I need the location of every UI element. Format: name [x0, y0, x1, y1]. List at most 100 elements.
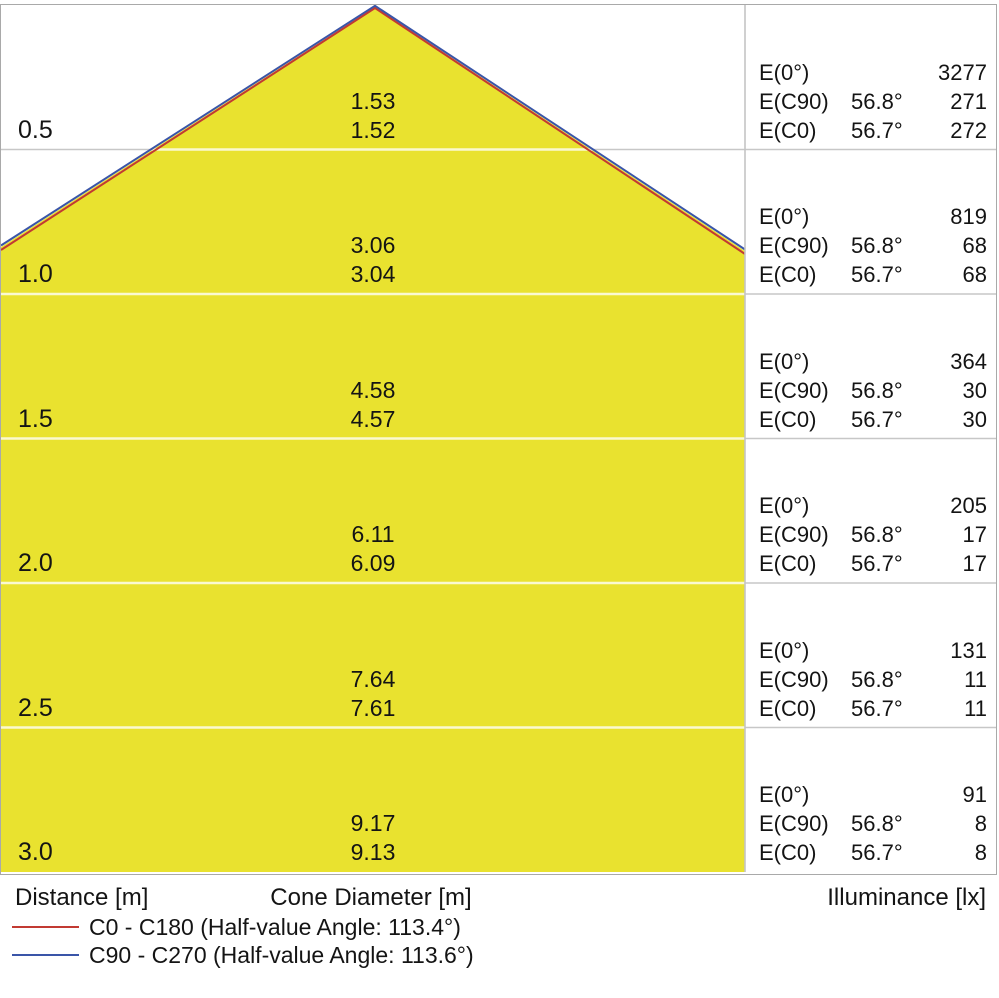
- distance-label: 2.0: [18, 549, 53, 577]
- distance-label: 2.5: [18, 693, 53, 722]
- ec90-angle: 56.8°: [851, 88, 903, 114]
- ec90-label: E(C90): [759, 88, 829, 114]
- cone-diameter-c0: 9.13: [350, 839, 396, 865]
- e0-angle: [851, 780, 921, 809]
- illuminance-line-ec90: E(C90) 56.8° 11: [759, 665, 987, 694]
- e0-value: 819: [950, 204, 987, 229]
- c0-line-swatch: [12, 926, 79, 928]
- e0-angle: [851, 491, 921, 520]
- illuminance-line-e0: E(0°) 131: [759, 636, 987, 665]
- cone-diameter-axis-label: Cone Diameter [m]: [270, 884, 472, 911]
- ec0-value: 17: [962, 551, 987, 576]
- chart-area: 0.5 1.53 1.52 E(0°) 3277 E(C90) 56.8° 27…: [0, 4, 997, 875]
- distance-label: 0.5: [18, 115, 53, 144]
- table-row: 1.5 4.58 4.57 E(0°) 364 E(C90) 56.8° 30 …: [1, 343, 996, 435]
- ec90-value: 30: [962, 377, 987, 403]
- ec0-value: 30: [962, 406, 987, 432]
- distance-label: 3.0: [18, 838, 53, 866]
- e0-angle: [851, 58, 921, 87]
- e0-value: 205: [950, 493, 987, 518]
- ec0-angle: 56.7°: [851, 840, 903, 865]
- cone-diameter-c90: 4.58: [350, 376, 396, 403]
- legend-entry-c0: C0 - C180 (Half-value Angle: 113.4°): [12, 913, 461, 941]
- illuminance-block: E(0°) 819 E(C90) 56.8° 68 E(C0) 56.7° 68: [759, 202, 987, 289]
- ec0-value: 272: [950, 117, 987, 143]
- cone-diameter-c0: 1.52: [350, 116, 396, 143]
- e0-label: E(0°): [759, 493, 810, 518]
- legend-entry-c90: C90 - C270 (Half-value Angle: 113.6°): [12, 941, 474, 969]
- ec90-value: 8: [974, 811, 987, 836]
- legend-label-c90: C90 - C270 (Half-value Angle: 113.6°): [89, 942, 474, 968]
- illuminance-line-ec0: E(C0) 56.7° 68: [759, 260, 987, 289]
- e0-value: 91: [962, 782, 987, 807]
- distance-label: 1.5: [18, 404, 53, 433]
- e0-label: E(0°): [759, 59, 810, 85]
- table-row: 2.0 6.11 6.09 E(0°) 205 E(C90) 56.8° 17 …: [1, 487, 996, 579]
- cone-diameter-c0: 4.57: [350, 405, 396, 432]
- e0-angle: [851, 347, 921, 376]
- illuminance-block: E(0°) 205 E(C90) 56.8° 17 E(C0) 56.7° 17: [759, 491, 987, 578]
- ec0-angle: 56.7°: [851, 695, 903, 721]
- cone-diameter-values: 7.64 7.61: [1, 665, 745, 723]
- table-row: 2.5 7.64 7.61 E(0°) 131 E(C90) 56.8° 11 …: [1, 632, 996, 724]
- ec90-angle: 56.8°: [851, 377, 903, 403]
- ec90-angle: 56.8°: [851, 522, 903, 547]
- ec90-label: E(C90): [759, 666, 829, 692]
- e0-angle: [851, 636, 921, 665]
- ec90-value: 17: [962, 522, 987, 547]
- legend-label-c0: C0 - C180 (Half-value Angle: 113.4°): [89, 914, 461, 940]
- cone-diameter-c0: 6.09: [350, 550, 396, 576]
- e0-value: 364: [950, 348, 987, 374]
- ec0-value: 68: [962, 262, 987, 287]
- illuminance-axis-label: Illuminance [lx]: [827, 884, 986, 911]
- cone-diameter-values: 1.53 1.52: [1, 87, 745, 145]
- distance-axis-label: Distance [m]: [15, 884, 149, 911]
- ec0-label: E(C0): [759, 406, 817, 432]
- illuminance-line-ec0: E(C0) 56.7° 11: [759, 694, 987, 723]
- cone-plot: [1, 5, 996, 872]
- illuminance-block: E(0°) 3277 E(C90) 56.8° 271 E(C0) 56.7° …: [759, 58, 987, 145]
- illuminance-line-ec90: E(C90) 56.8° 271: [759, 87, 987, 116]
- distance-label: 1.0: [18, 260, 53, 288]
- ec90-angle: 56.8°: [851, 811, 903, 836]
- illuminance-line-ec90: E(C90) 56.8° 17: [759, 520, 987, 549]
- cone-diameter-values: 6.11 6.09: [1, 520, 745, 578]
- illuminance-line-ec0: E(C0) 56.7° 30: [759, 405, 987, 434]
- cone-diameter-c0: 3.04: [350, 261, 396, 287]
- ec0-label: E(C0): [759, 117, 817, 143]
- illuminance-line-e0: E(0°) 91: [759, 780, 987, 809]
- ec90-label: E(C90): [759, 233, 829, 258]
- illuminance-line-e0: E(0°) 364: [759, 347, 987, 376]
- e0-value: 131: [950, 637, 987, 663]
- cone-diameter-values: 9.17 9.13: [1, 809, 745, 867]
- illuminance-line-ec0: E(C0) 56.7° 17: [759, 549, 987, 578]
- e0-value: 3277: [938, 59, 987, 85]
- ec0-value: 8: [974, 840, 987, 865]
- gridlines-over-cone: [1, 148, 745, 729]
- ec90-value: 271: [950, 88, 987, 114]
- ec0-angle: 56.7°: [851, 262, 903, 287]
- table-row: 1.0 3.06 3.04 E(0°) 819 E(C90) 56.8° 68 …: [1, 198, 996, 290]
- illuminance-line-ec0: E(C0) 56.7° 8: [759, 838, 987, 867]
- illuminance-block: E(0°) 131 E(C90) 56.8° 11 E(C0) 56.7° 11: [759, 636, 987, 723]
- cone-diameter-c90: 1.53: [350, 87, 396, 114]
- ec90-label: E(C90): [759, 377, 829, 403]
- cone-diameter-c90: 9.17: [350, 810, 396, 836]
- ec0-label: E(C0): [759, 551, 817, 576]
- e0-label: E(0°): [759, 204, 810, 229]
- illuminance-line-ec90: E(C90) 56.8° 8: [759, 809, 987, 838]
- c0-c180-line: [1, 6, 746, 255]
- e0-angle: [851, 202, 921, 231]
- e0-label: E(0°): [759, 782, 810, 807]
- ec90-label: E(C90): [759, 522, 829, 547]
- ec0-value: 11: [964, 695, 987, 721]
- table-row: 0.5 1.53 1.52 E(0°) 3277 E(C90) 56.8° 27…: [1, 54, 996, 146]
- illuminance-line-ec90: E(C90) 56.8° 30: [759, 376, 987, 405]
- ec90-label: E(C90): [759, 811, 829, 836]
- ec0-angle: 56.7°: [851, 551, 903, 576]
- ec90-angle: 56.8°: [851, 666, 903, 692]
- e0-label: E(0°): [759, 348, 810, 374]
- illuminance-line-e0: E(0°) 819: [759, 202, 987, 231]
- ec0-label: E(C0): [759, 695, 817, 721]
